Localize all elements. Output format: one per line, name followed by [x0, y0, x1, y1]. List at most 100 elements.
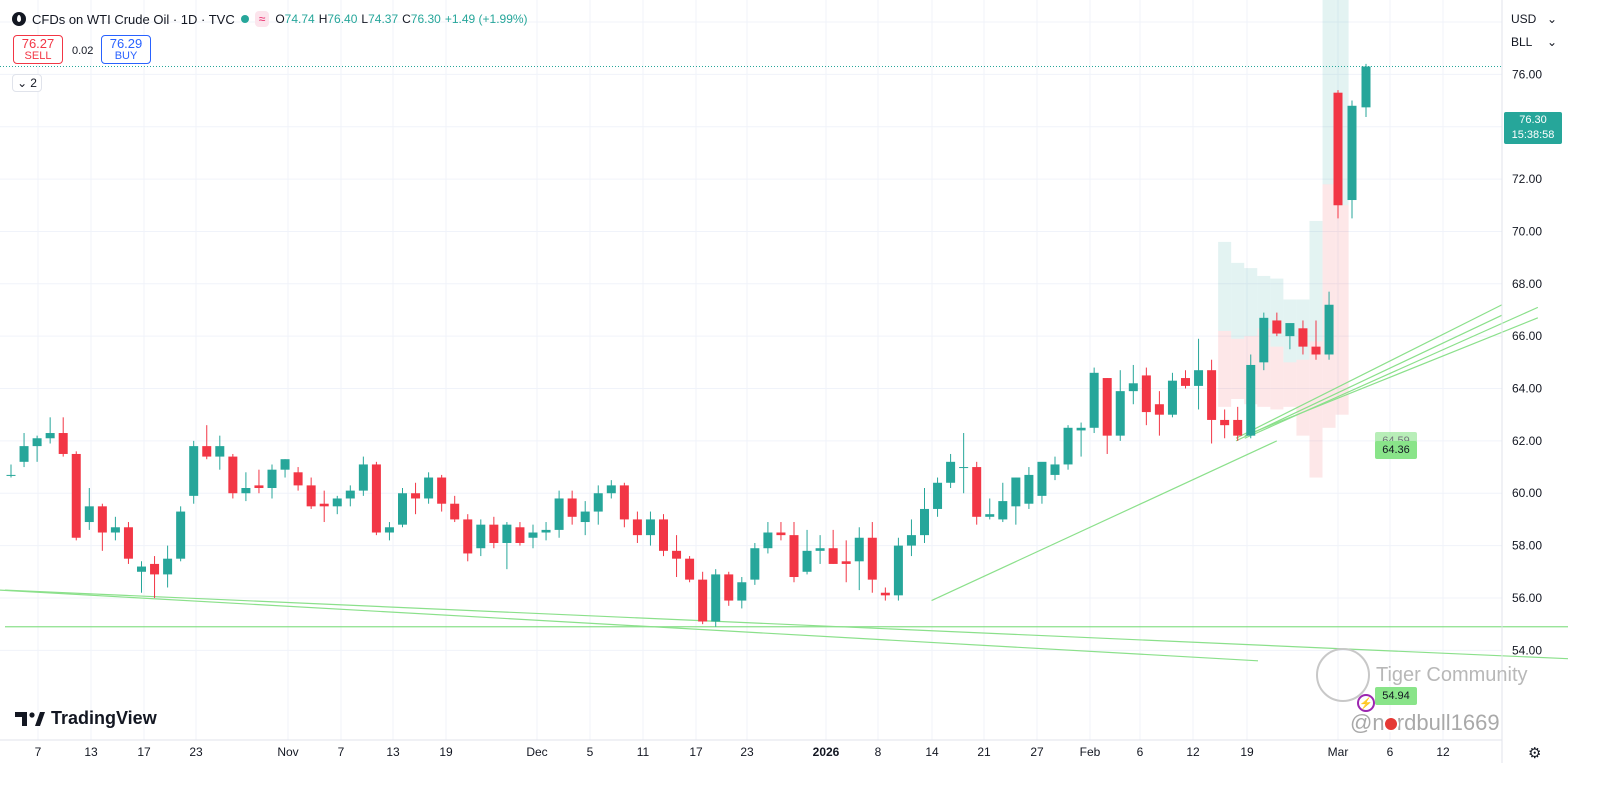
candle-body: [841, 561, 851, 564]
candle-body: [580, 511, 590, 523]
candle-body: [97, 506, 107, 533]
us-flag-icon[interactable]: [1383, 716, 1399, 732]
forecast-zone-up: [1322, 0, 1336, 185]
candle-body: [567, 498, 577, 517]
candle-body: [1324, 304, 1334, 355]
candle-body: [933, 482, 943, 509]
sell-button[interactable]: 76.27 SELL: [13, 35, 63, 64]
market-open-dot-icon: [240, 15, 249, 23]
candle-body: [1246, 364, 1256, 436]
candle-body: [358, 464, 368, 491]
candle-body: [502, 524, 512, 543]
unit-select[interactable]: BLL ⌄: [1508, 32, 1560, 52]
spread-value: 0.02: [72, 45, 94, 57]
support-label: 54.94: [1375, 687, 1417, 705]
candle-body: [815, 548, 825, 551]
candle-body: [554, 498, 564, 530]
indicators-toggle-button[interactable]: ⌄ 2: [12, 74, 42, 92]
candle-body: [893, 545, 903, 596]
candle-body: [32, 438, 42, 447]
x-tick-label: 12: [1186, 745, 1200, 759]
candle-body: [698, 579, 708, 622]
candle-body: [176, 511, 186, 559]
forecast-zone-down: [1270, 346, 1284, 410]
candle-body: [45, 433, 55, 439]
candle-body: [998, 501, 1008, 520]
x-tick-label: 11: [637, 745, 650, 759]
buy-button[interactable]: 76.29 BUY: [101, 35, 151, 64]
candle-body: [1298, 328, 1308, 347]
low-key: L: [361, 12, 369, 26]
candle-body: [58, 433, 68, 454]
candle-body: [906, 535, 916, 546]
oil-drop-icon: [12, 12, 26, 26]
unit-label: BLL: [1511, 35, 1533, 49]
y-tick-label: 54.00: [1512, 643, 1542, 657]
x-tick-label: 23: [740, 745, 754, 759]
x-tick-label: Feb: [1080, 745, 1101, 759]
forecast-zone-up: [1231, 262, 1245, 339]
buy-label: BUY: [114, 50, 138, 62]
candle-body: [189, 446, 199, 496]
brand-name: TradingView: [51, 708, 157, 728]
x-tick-label: Nov: [277, 745, 298, 759]
currency-select[interactable]: USD ⌄: [1508, 9, 1560, 29]
x-tick-label: 2026: [813, 745, 840, 759]
candle-body: [476, 524, 486, 549]
candle-body: [215, 446, 225, 457]
candle-body: [946, 461, 956, 483]
candle-body: [593, 493, 603, 512]
candle-body: [150, 563, 160, 575]
close-value: 76.30: [410, 12, 441, 26]
candle-body: [672, 550, 682, 559]
y-tick-label: 76.00: [1512, 67, 1542, 81]
wave-badge[interactable]: ≈: [254, 11, 270, 27]
x-tick-label: Dec: [526, 745, 547, 759]
candle-body: [737, 582, 747, 601]
y-tick-label: 58.00: [1512, 539, 1542, 553]
candle-body: [398, 493, 407, 525]
settings-gear-icon[interactable]: ⚙: [1528, 745, 1542, 762]
forecast-zone-down: [1309, 341, 1323, 478]
price-chart[interactable]: 54.00 56.00 58.00 60.00 62.00 64.00 66.00 68.00…: [0, 0, 1568, 763]
candle-body: [137, 566, 146, 572]
candle-body: [71, 453, 81, 538]
candle-body: [1011, 477, 1021, 507]
candle-body: [789, 535, 799, 578]
candles: [6, 63, 1371, 627]
candle-body: [828, 548, 838, 564]
axes: 54.00 56.00 58.00 60.00 62.00 64.00 66.00 68.00…: [0, 0, 1542, 763]
candle-body: [110, 527, 120, 533]
candle-body: [763, 532, 773, 549]
candle-body: [1181, 378, 1190, 386]
candle-body: [371, 464, 381, 533]
candle-body: [528, 532, 538, 538]
chevron-down-icon: ⌄: [1546, 35, 1557, 49]
candle-body: [1361, 66, 1371, 108]
candle-body: [1102, 378, 1112, 436]
candle-body: [515, 527, 525, 543]
candle-body: [1272, 320, 1282, 334]
symbol-title[interactable]: CFDs on WTI Crude Oil · 1D · TVC: [32, 11, 235, 27]
candle-body: [1194, 370, 1204, 386]
x-tick-label: 12: [1436, 745, 1450, 759]
candle-body: [1259, 317, 1269, 363]
x-tick-label: 17: [689, 745, 703, 759]
trendline: [1235, 304, 1503, 439]
x-tick-label: 13: [84, 745, 98, 759]
last-price-value: 76.30: [1519, 114, 1547, 126]
candle-body: [1233, 419, 1243, 436]
candle-body: [241, 488, 251, 494]
candle-body: [632, 519, 642, 536]
x-tick-label: 7: [338, 745, 345, 759]
tradingview-logo[interactable]: TradingView: [15, 708, 157, 729]
candle-body: [920, 508, 929, 536]
x-tick-label: 7: [35, 745, 42, 759]
candle-body: [228, 456, 238, 494]
lightning-icon[interactable]: ⚡: [1357, 694, 1375, 712]
forecast-zone-down: [1296, 359, 1310, 436]
candle-body: [1311, 346, 1321, 355]
candle-body: [489, 524, 499, 543]
candle-body: [619, 485, 629, 520]
candle-body: [6, 474, 16, 476]
